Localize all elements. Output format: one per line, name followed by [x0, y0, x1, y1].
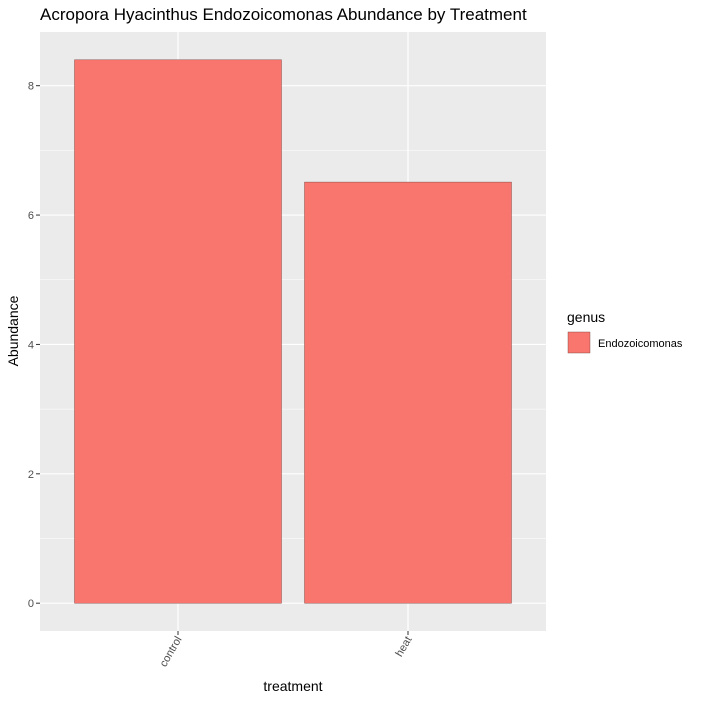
bar-heat: [304, 181, 512, 604]
y-tick-label: 4: [28, 339, 34, 351]
legend-key: [567, 331, 591, 354]
y-axis-title: Abundance: [5, 295, 21, 366]
y-tick-label: 6: [28, 210, 34, 222]
x-tick-label: heat: [393, 635, 414, 660]
bar-control: [74, 59, 282, 604]
legend-title: genus: [567, 309, 605, 325]
x-tick-label: control: [158, 635, 185, 670]
chart-title: Acropora Hyacinthus Endozoicomonas Abund…: [40, 5, 527, 24]
x-axis: control heat: [158, 631, 415, 669]
x-axis-title: treatment: [263, 678, 322, 694]
legend-label: Endozoicomonas: [598, 338, 683, 350]
y-axis: 0 2 4 6 8: [28, 81, 40, 610]
y-tick-label: 0: [28, 598, 34, 610]
y-tick-label: 2: [28, 469, 34, 481]
legend: genus Endozoicomonas: [567, 309, 683, 354]
y-tick-label: 8: [28, 81, 34, 93]
bars: [74, 59, 512, 604]
